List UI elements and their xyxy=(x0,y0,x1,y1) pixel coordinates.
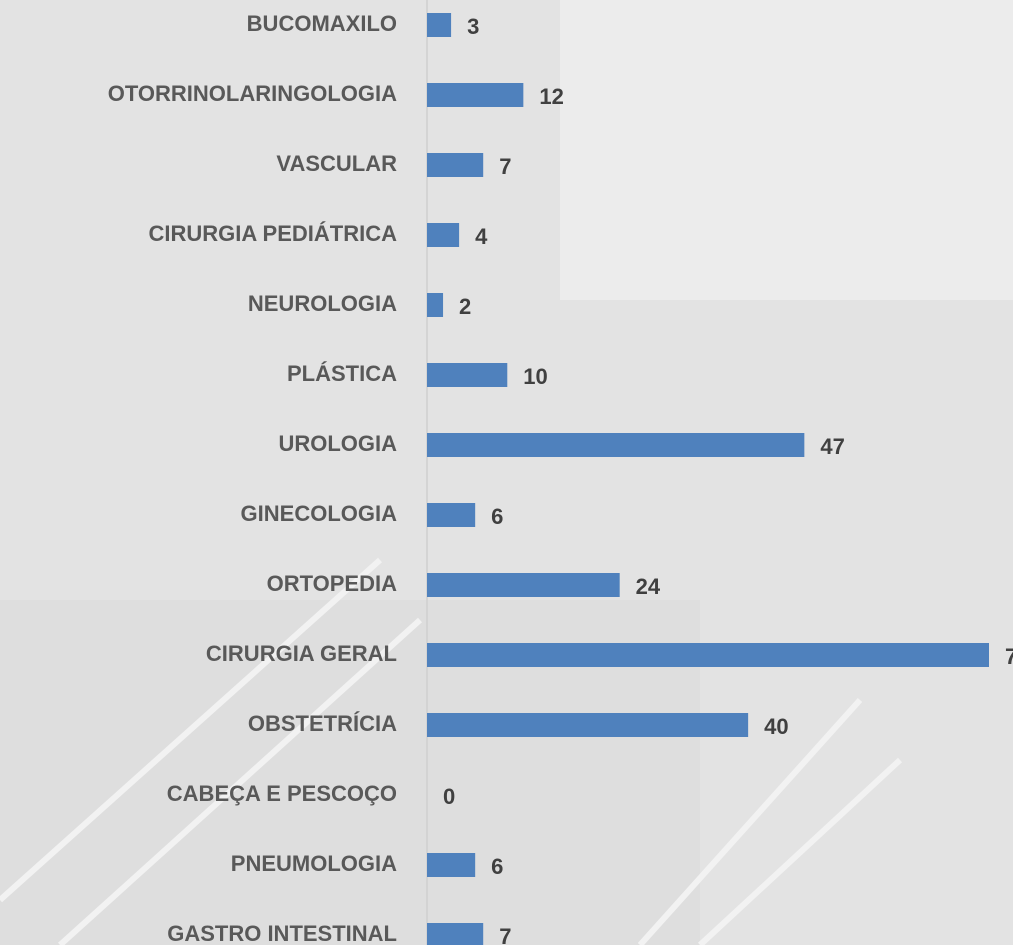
value-label: 7 xyxy=(499,924,511,945)
value-label: 10 xyxy=(523,364,547,389)
bar xyxy=(427,643,989,667)
value-label: 47 xyxy=(820,434,844,459)
value-label: 0 xyxy=(443,784,455,809)
page: BUCOMAXILO 3 OTORRINOLARINGOLOGIA 12 VASCULA… xyxy=(0,0,1013,945)
value-label: 6 xyxy=(491,854,503,879)
bar xyxy=(427,83,523,107)
category-label: CIRURGIA GERAL xyxy=(206,641,397,666)
bar xyxy=(427,503,475,527)
value-label: 7 xyxy=(499,154,511,179)
category-label: GASTRO INTESTINAL xyxy=(167,921,397,945)
value-label: 70 xyxy=(1005,644,1013,669)
category-label: PNEUMOLOGIA xyxy=(231,851,397,876)
value-label: 40 xyxy=(764,714,788,739)
bar xyxy=(427,153,483,177)
bar xyxy=(427,363,507,387)
chart: BUCOMAXILO 3 OTORRINOLARINGOLOGIA 12 VASCULA… xyxy=(0,0,1013,945)
category-label: OTORRINOLARINGOLOGIA xyxy=(108,81,397,106)
value-label: 4 xyxy=(475,224,488,249)
background-patch xyxy=(560,0,1013,300)
value-label: 3 xyxy=(467,14,479,39)
bar xyxy=(427,293,443,317)
category-label: UROLOGIA xyxy=(278,431,397,456)
value-label: 6 xyxy=(491,504,503,529)
category-label: BUCOMAXILO xyxy=(247,11,397,36)
bar xyxy=(427,573,620,597)
category-label: CIRURGIA PEDIÁTRICA xyxy=(148,221,397,246)
value-label: 24 xyxy=(636,574,661,599)
category-label: CABEÇA E PESCOÇO xyxy=(167,781,397,806)
category-label: GINECOLOGIA xyxy=(241,501,398,526)
bar xyxy=(427,713,748,737)
category-label: PLÁSTICA xyxy=(287,361,397,386)
value-label: 12 xyxy=(539,84,563,109)
category-label: VASCULAR xyxy=(276,151,397,176)
bar xyxy=(427,433,804,457)
category-label: NEUROLOGIA xyxy=(248,291,397,316)
value-label: 2 xyxy=(459,294,471,319)
bar xyxy=(427,223,459,247)
category-label: ORTOPEDIA xyxy=(267,571,398,596)
bar xyxy=(427,923,483,945)
bar xyxy=(427,853,475,877)
bar xyxy=(427,13,451,37)
category-label: OBSTETRÍCIA xyxy=(248,711,397,736)
